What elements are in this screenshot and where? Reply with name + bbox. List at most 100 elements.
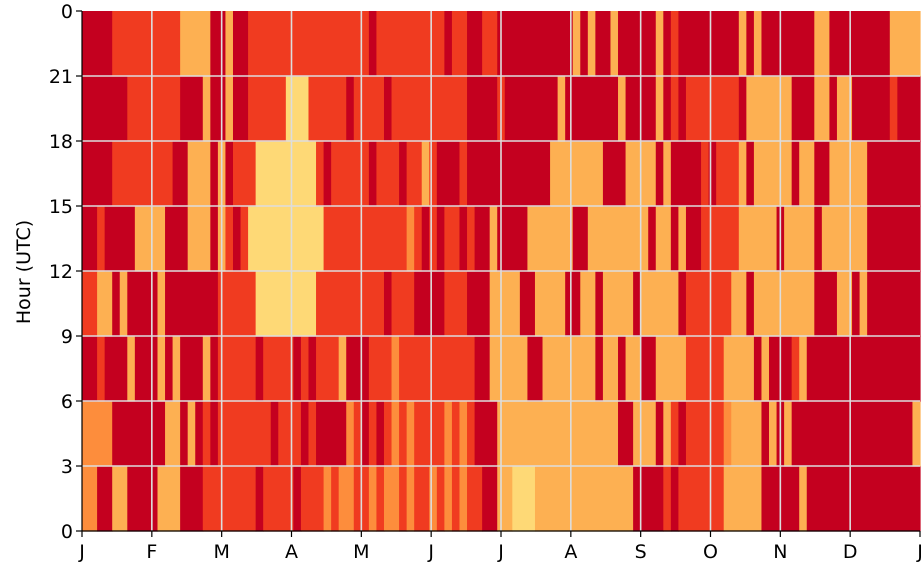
heatmap-cell (82, 76, 128, 142)
heatmap-cell (210, 206, 219, 272)
heatmap-cell (391, 401, 400, 467)
heatmap-cell (285, 76, 310, 142)
heatmap-cell (723, 466, 763, 532)
heatmap-cell (761, 401, 770, 467)
heatmap-cell (376, 11, 445, 77)
heatmap-cell (580, 271, 596, 337)
heatmap-cell (217, 271, 257, 337)
heatmap-cell (429, 206, 438, 272)
heatmap-cell (678, 401, 687, 467)
heatmap-cell (814, 76, 831, 142)
heatmap-cell (602, 141, 627, 207)
heatmap-cell (414, 271, 445, 337)
x-tick-label: M (353, 541, 369, 563)
heatmap-cell (368, 401, 378, 467)
heatmap-cell (670, 11, 680, 77)
heatmap-cell (346, 336, 370, 402)
heatmap-cell (791, 76, 815, 142)
heatmap-cell (512, 466, 536, 532)
heatmap-cell (451, 11, 468, 77)
heatmap-cell (255, 466, 264, 532)
heatmap-cell (436, 141, 461, 207)
heatmap-cell (618, 401, 634, 467)
heatmap-cell (912, 401, 921, 467)
heatmap-cell (784, 206, 815, 272)
heatmap-cell (602, 271, 634, 337)
heatmap-cell (897, 76, 921, 142)
heatmap-cell (814, 141, 831, 207)
heatmap-cell (119, 271, 128, 337)
y-tick-label: 0 (61, 1, 73, 23)
heatmap-cell (172, 336, 181, 402)
heatmap-cell (263, 336, 294, 402)
heatmap-cell (368, 11, 378, 77)
heatmap-cell (187, 206, 211, 272)
heatmap-cell (444, 206, 461, 272)
x-tick-label: A (564, 541, 577, 563)
x-tick-label: J (78, 541, 85, 563)
heatmap-cell (187, 401, 196, 467)
y-tick-label: 18 (49, 131, 73, 153)
heatmap-cell (316, 141, 325, 207)
heatmap-cell (459, 141, 468, 207)
heatmap-cell (300, 466, 325, 532)
heatmap-cell (383, 401, 393, 467)
heatmap-cell (202, 336, 211, 402)
heatmap-cell (210, 76, 227, 142)
heatmap-cell (685, 76, 740, 142)
x-tick-label: F (146, 541, 157, 563)
heatmap-cell (444, 271, 468, 337)
heatmap-cell (376, 401, 385, 467)
heatmap-cell (112, 11, 181, 77)
heatmap-cell (97, 271, 113, 337)
heatmap-cell (399, 336, 476, 402)
heatmap-cell (429, 141, 438, 207)
heatmap-cell (678, 76, 687, 142)
heatmap-cell (685, 206, 702, 272)
heatmap-cell (504, 76, 559, 142)
heatmap-cell (346, 76, 355, 142)
heatmap-cell (746, 141, 755, 207)
heatmap-cell (157, 466, 181, 532)
heatmap-cell (127, 336, 136, 402)
heatmap-cell (293, 466, 302, 532)
heatmap-cell (738, 141, 747, 207)
heatmap-cell (112, 141, 174, 207)
heatmap-cell (459, 466, 468, 532)
heatmap-cell (663, 11, 672, 77)
heatmap-cell (746, 76, 793, 142)
heatmap-cell (625, 336, 642, 402)
heatmap-cell (165, 336, 174, 402)
heatmap-cell (232, 141, 257, 207)
heatmap-cell (753, 336, 763, 402)
heatmap-cell (534, 271, 566, 337)
x-tick-label: J (916, 541, 923, 563)
heatmap-cell (210, 336, 219, 402)
heatmap-cell (255, 336, 264, 402)
heatmap-cell (467, 141, 551, 207)
heatmap-cell (489, 206, 498, 272)
heatmap-cell (587, 206, 649, 272)
heatmap-cell (82, 336, 98, 402)
heatmap-cell (595, 336, 604, 402)
y-tick-label: 3 (61, 456, 73, 478)
heatmap-cell (82, 141, 113, 207)
heatmap-cell (814, 271, 838, 337)
heatmap-cell (791, 336, 800, 402)
heatmap-cell (225, 11, 234, 77)
heatmap-cell (323, 466, 332, 532)
heatmap-cell (300, 336, 310, 402)
y-tick-label: 21 (49, 66, 73, 88)
heatmap-cell (232, 11, 249, 77)
heatmap-cell (791, 141, 800, 207)
heatmap-cell (376, 141, 400, 207)
heatmap-cell (852, 76, 891, 142)
heatmap-cell (414, 466, 430, 532)
heatmap-cell (738, 11, 747, 77)
heatmap-cell (889, 11, 921, 77)
heatmap-cell (255, 271, 317, 337)
heatmap-cell (399, 401, 408, 467)
heatmap-cell (648, 206, 657, 272)
heatmap-cell (633, 466, 664, 532)
heatmap-cell (829, 11, 891, 77)
